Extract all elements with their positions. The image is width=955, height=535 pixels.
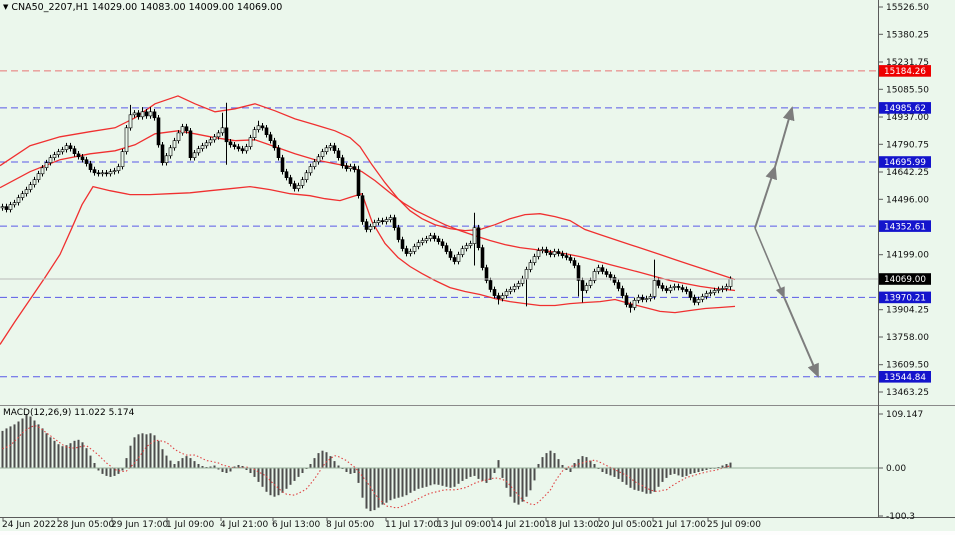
price-tag-14985.62: 14985.62	[879, 102, 931, 114]
price-tick-label: 15231.75	[886, 58, 929, 68]
time-axis-label: 20 Jul 05:00	[598, 520, 652, 530]
svg-text:14069.00: 14069.00	[884, 275, 926, 285]
time-axis-label: 8 Jul 05:00	[326, 520, 375, 530]
price-tick-label: 15526.50	[886, 3, 929, 13]
svg-text:13544.84: 13544.84	[884, 373, 926, 383]
time-axis-label: 28 Jun 05:00	[57, 520, 115, 530]
macd-indicator-label: MACD(12,26,9) 11.022 5.174	[3, 408, 135, 418]
macd-axis-label: 109.147	[886, 410, 923, 420]
price-tick-label: 13904.25	[886, 306, 929, 316]
macd-axis-label: 0.00	[886, 464, 906, 474]
price-tag-15184.26: 15184.26	[879, 65, 931, 77]
time-axis[interactable]: 24 Jun 2022 28 Jun 05:00 29 Jun 17:00 1 Jul…	[0, 517, 878, 535]
bollinger-lower-line	[0, 185, 736, 345]
time-axis-label: 4 Jul 21:00	[220, 520, 269, 530]
symbol-ohlc-text: CNA50_2207,H1 14029.00 14083.00 14009.00…	[11, 2, 283, 13]
time-axis-label: 14 Jul 21:00	[491, 520, 545, 530]
svg-text:14695.99: 14695.99	[884, 158, 926, 168]
collapse-chart-icon[interactable]: ▼	[3, 3, 9, 11]
time-axis-label: 1 Jul 09:00	[166, 520, 215, 530]
time-axis-label: 21 Jul 17:00	[652, 520, 706, 530]
price-tick-label: 15085.50	[886, 85, 929, 95]
svg-text:15184.26: 15184.26	[884, 67, 926, 77]
svg-text:14985.62: 14985.62	[884, 104, 926, 114]
window-bottom-edge	[0, 531, 955, 535]
bollinger-bands	[0, 95, 736, 345]
price-tick-label: 14642.25	[886, 168, 929, 178]
symbol-ohlc-label: ▼ CNA50_2207,H1 14029.00 14083.00 14009.0…	[3, 2, 282, 13]
time-axis-label: 25 Jul 09:00	[707, 520, 761, 530]
svg-text:14352.61: 14352.61	[884, 222, 926, 232]
time-axis-label: 24 Jun 2022	[2, 520, 57, 530]
price-tick-label: 14937.00	[886, 113, 929, 123]
trendline-object[interactable]	[754, 106, 819, 378]
price-tick-label: 14199.00	[886, 251, 929, 261]
bollinger-upper-line	[0, 95, 736, 281]
price-tag-13544.84: 13544.84	[879, 371, 931, 383]
time-axis-label: 29 Jun 17:00	[111, 520, 169, 530]
price-tick-label: 13609.50	[886, 361, 929, 371]
price-tag-14352.61: 14352.61	[879, 220, 931, 232]
time-axis-label: 11 Jul 17:00	[385, 520, 439, 530]
price-tick-label: 14496.00	[886, 195, 929, 205]
time-axis-label: 13 Jul 09:00	[437, 520, 491, 530]
price-tick-label: 14790.75	[886, 140, 929, 150]
time-axis-label: 18 Jul 13:00	[545, 520, 599, 530]
price-tag-14695.99: 14695.99	[879, 156, 931, 168]
macd-histogram	[1, 414, 732, 512]
macd-axis-label: -100.3	[886, 512, 915, 522]
price-tag-14069.00: 14069.00	[879, 273, 931, 285]
svg-text:13970.21: 13970.21	[884, 294, 926, 304]
macd-signal-line	[2, 424, 731, 509]
candles-layer	[0, 102, 733, 313]
price-axis[interactable]: 15526.50 15380.25 15231.75 15085.50 14937.00…	[878, 3, 929, 522]
price-tick-label: 13463.25	[886, 388, 929, 398]
time-axis-label: 6 Jul 13:00	[272, 520, 321, 530]
price-tick-label: 15380.25	[886, 30, 929, 40]
price-tag-13970.21: 13970.21	[879, 291, 931, 304]
price-tick-label: 13758.00	[886, 333, 929, 343]
